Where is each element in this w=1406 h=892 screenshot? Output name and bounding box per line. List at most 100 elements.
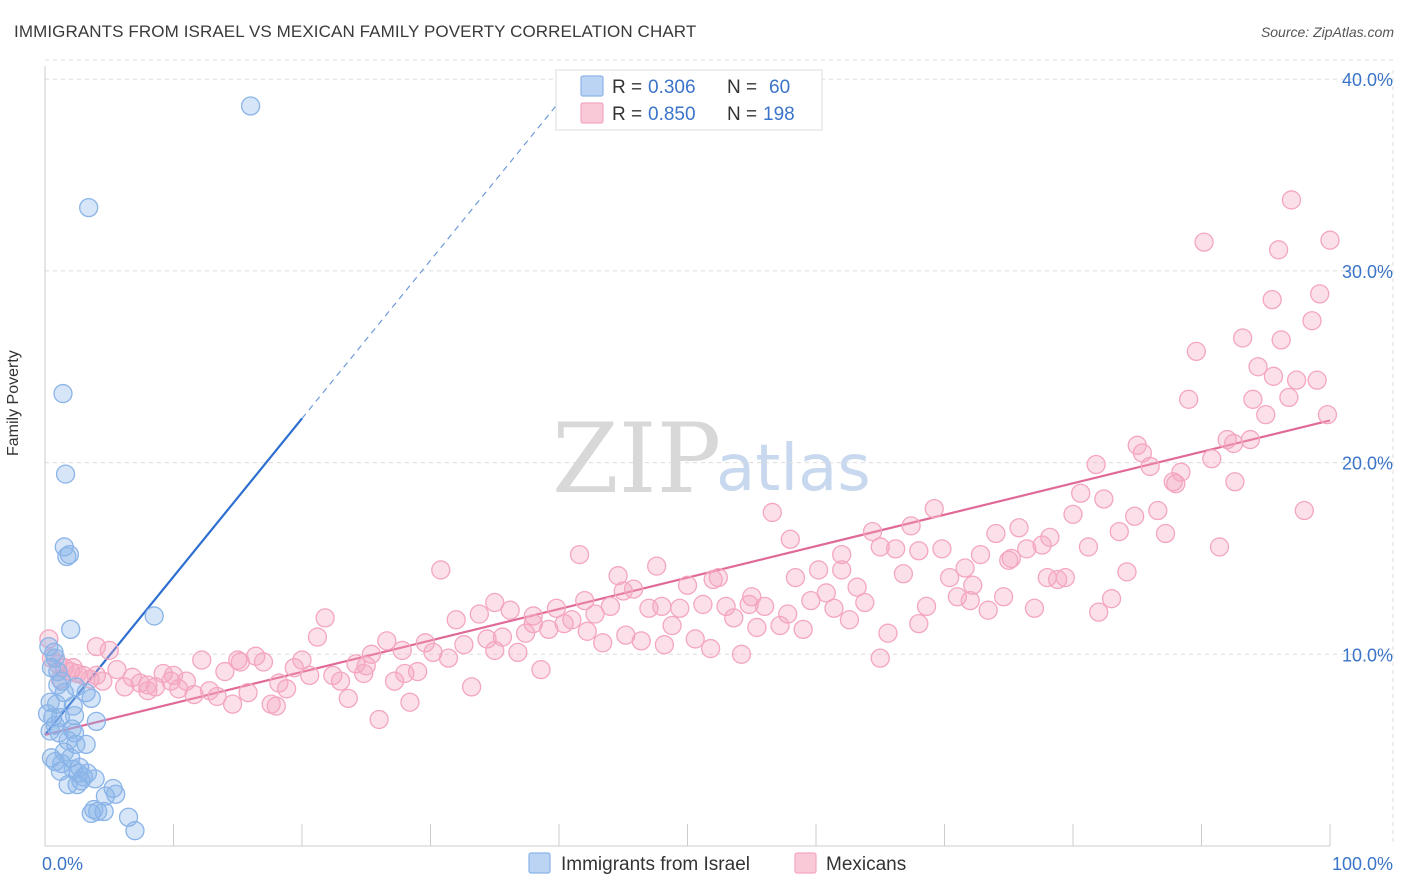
israel-point-8 — [144, 606, 164, 626]
mexicans-point-62 — [500, 600, 520, 620]
mexicans-point-138 — [1086, 454, 1106, 475]
mexicans-point-41 — [338, 688, 358, 709]
mexicans-point-141 — [1109, 521, 1129, 542]
mexicans-point-173 — [1243, 389, 1263, 409]
mexicans-point-70 — [562, 610, 582, 630]
y-tick-label-2: 30.0% — [1342, 262, 1393, 282]
mexicans-point-171 — [1268, 240, 1289, 260]
mexicans-point-87 — [693, 594, 713, 615]
israel-point-59 — [85, 769, 105, 789]
mexicans-point-49 — [400, 692, 420, 712]
trendlines — [44, 85, 1331, 736]
x-tick-label-1: 100.0% — [1332, 854, 1393, 874]
mexicans-point-91 — [724, 608, 744, 628]
mexicans-point-169 — [1320, 230, 1340, 250]
mexicans-point-115 — [909, 613, 929, 634]
mexicans-point-26 — [222, 694, 243, 714]
israel-point-46 — [67, 775, 87, 795]
mexicans-point-195 — [523, 613, 543, 634]
mexicans-point-100 — [793, 619, 813, 640]
mexicans-point-111 — [878, 623, 898, 643]
mexicans-point-178 — [485, 640, 505, 661]
mexicans-point-84 — [670, 598, 690, 618]
data-points — [37, 96, 1340, 841]
legend-r-label-israel: R = — [612, 77, 642, 98]
israel-point-18 — [81, 688, 101, 709]
israel-point-21 — [63, 696, 83, 716]
mexicans-point-109 — [862, 521, 883, 542]
mexicans-point-56 — [454, 635, 474, 655]
mexicans-point-76 — [608, 566, 628, 586]
mexicans-point-146 — [1148, 500, 1168, 521]
israel-point-53 — [94, 801, 114, 822]
mexicans-point-152 — [1194, 232, 1214, 252]
israel-point-55 — [125, 821, 145, 841]
mexicans-point-119 — [939, 567, 960, 588]
legend-n-label-israel: N = — [727, 77, 757, 98]
legend-swatch-mexicans — [580, 102, 604, 124]
mexicans-point-153 — [1202, 449, 1222, 469]
mexicans-point-193 — [652, 596, 672, 617]
mexicans-point-88 — [700, 638, 721, 659]
mexicans-point-12 — [115, 677, 135, 697]
y-tick-label-1: 20.0% — [1342, 454, 1393, 474]
watermark-zip: ZIP — [552, 403, 721, 515]
mexicans-point-58 — [469, 604, 489, 624]
israel-point-0 — [240, 96, 261, 116]
mexicans-point-177 — [356, 656, 376, 676]
israel-point-1 — [79, 197, 99, 218]
mexicans-point-166 — [1302, 311, 1322, 331]
mexicans-point-53 — [431, 560, 451, 580]
mexicans-point-68 — [546, 598, 567, 618]
israel-point-57 — [40, 721, 60, 741]
mexicans-point-132 — [1040, 527, 1060, 548]
series-mexicans — [39, 190, 1340, 730]
mexicans-point-105 — [832, 560, 852, 580]
mexicans-point-79 — [631, 631, 651, 651]
mexicans-point-124 — [978, 600, 998, 620]
mexicans-point-164 — [1286, 370, 1307, 390]
mexicans-point-66 — [531, 659, 551, 680]
mexicans-point-113 — [893, 564, 914, 584]
mexicans-point-165 — [1294, 500, 1314, 521]
mexicans-point-183 — [1127, 435, 1147, 455]
mexicans-point-181 — [870, 648, 890, 668]
gridlines — [45, 59, 1394, 846]
mexicans-point-134 — [1055, 567, 1075, 588]
mexicans-point-75 — [600, 596, 621, 617]
mexicans-point-123 — [970, 544, 991, 565]
bottom-legend-swatch-israel — [528, 852, 551, 874]
x-tick-label-0: 0.0% — [42, 854, 83, 874]
mexicans-point-34 — [284, 658, 304, 678]
mexicans-point-64 — [515, 623, 536, 643]
israel-point-2 — [53, 383, 73, 404]
mexicans-point-60 — [485, 592, 505, 613]
mexicans-point-57 — [461, 677, 482, 697]
mexicans-point-11 — [107, 659, 127, 680]
mexicans-point-96 — [762, 502, 782, 523]
y-tick-labels: 10.0% 20.0% 30.0% 40.0% — [1342, 70, 1393, 665]
mexicans-point-74 — [593, 633, 613, 653]
mexicans-point-43 — [354, 663, 374, 684]
mexicans-point-170 — [1281, 190, 1302, 210]
bottom-legend-label-israel: Immigrants from Israel — [561, 854, 750, 875]
mexicans-point-103 — [816, 583, 836, 603]
mexicans-point-72 — [577, 621, 597, 641]
mexicans-point-135 — [1063, 504, 1083, 524]
legend-r-value-mexicans: 0.850 — [648, 104, 696, 125]
legend-r-label-mexicans: R = — [612, 104, 642, 125]
mexicans-point-95 — [754, 596, 775, 617]
israel-point-9 — [39, 636, 59, 657]
mexicans-point-114 — [901, 516, 921, 536]
mexicans-point-121 — [955, 558, 975, 578]
mexicans-point-101 — [801, 590, 821, 611]
mexicans-point-185 — [1166, 474, 1186, 494]
mexicans-point-199 — [86, 665, 107, 686]
israel-point-58 — [70, 757, 90, 778]
legend-n-value-mexicans: 198 — [763, 104, 795, 125]
israel-point-13 — [48, 661, 68, 682]
mexicans-point-28 — [238, 682, 258, 703]
mexicans-point-14 — [130, 673, 150, 693]
mexicans-point-110 — [870, 537, 890, 557]
mexicans-point-102 — [808, 560, 829, 580]
